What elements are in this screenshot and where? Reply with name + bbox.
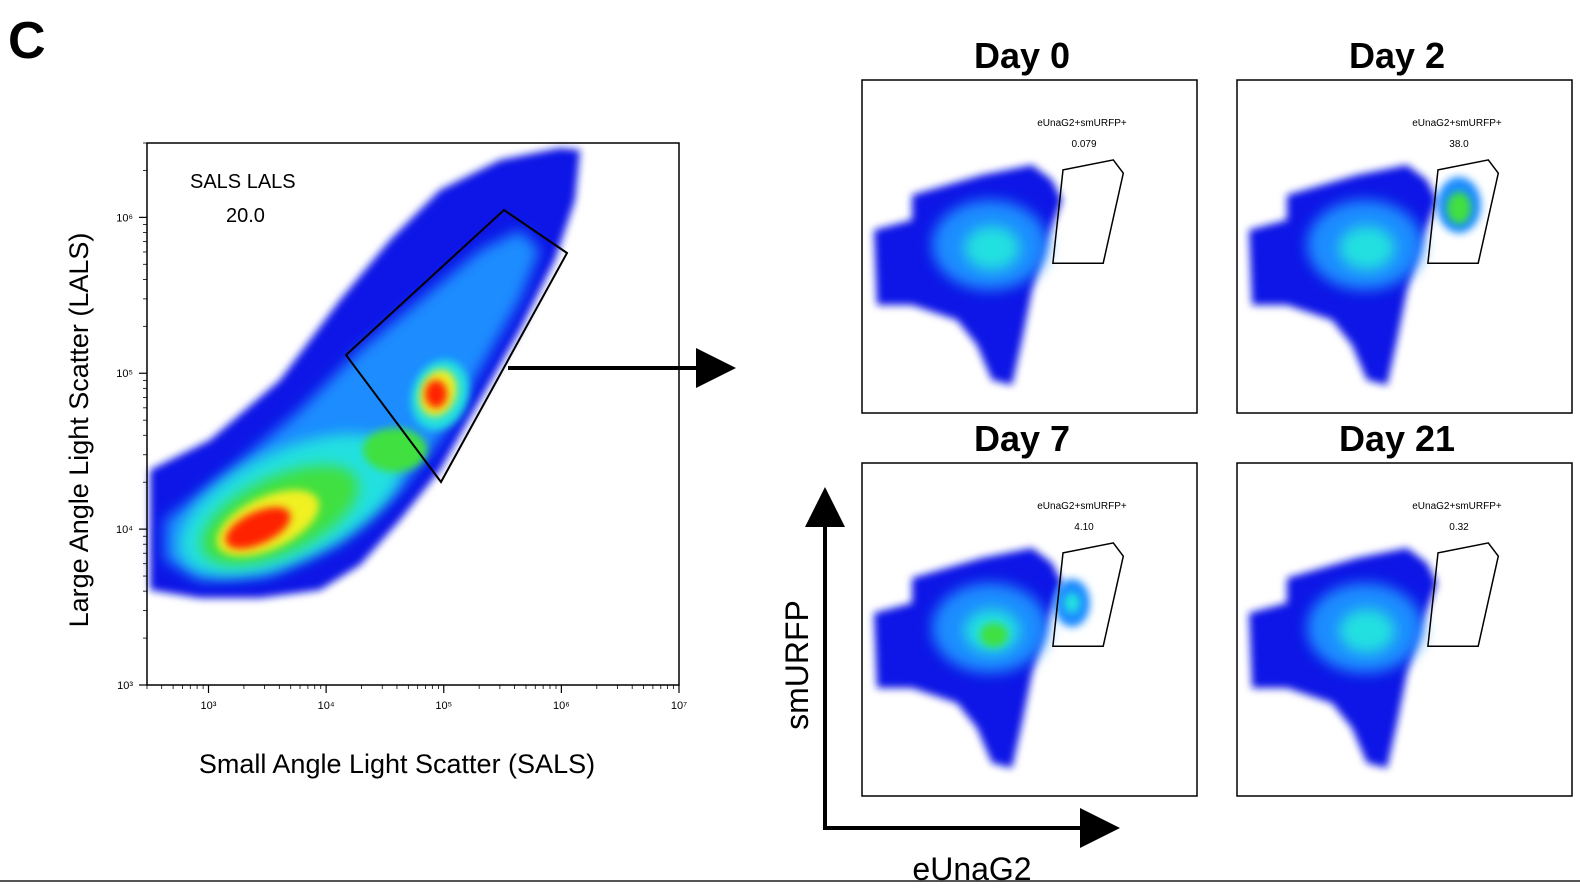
y-tick-label: 10⁴ <box>116 524 133 536</box>
x-tick-label: 10³ <box>201 700 217 712</box>
panel-label: C <box>8 12 46 70</box>
x-tick-label: 10⁷ <box>671 700 687 712</box>
day-density-mid <box>1339 226 1395 270</box>
density-peak-3-outer <box>363 428 427 472</box>
day-gate <box>1052 542 1125 647</box>
shared-x-axis-label: eUnaG2 <box>912 851 1031 887</box>
y-tick-label: 10⁶ <box>116 212 133 224</box>
gated-density-peak <box>1447 192 1471 224</box>
day-panel: Day 2 eUnaG2+smURFP+ 38.0 <box>1236 35 1573 414</box>
main-plot: SALS LALS 20.0 Small Angle Light Scatter… <box>64 142 687 779</box>
main-x-axis-label: Small Angle Light Scatter (SALS) <box>199 749 595 779</box>
day-gate-name: eUnaG2+smURFP+ <box>1412 118 1502 129</box>
main-y-axis-label: Large Angle Light Scatter (LALS) <box>64 233 94 628</box>
y-tick-label: 10³ <box>117 680 133 692</box>
x-tick-label: 10⁵ <box>435 700 452 712</box>
sals-lals-gate <box>344 208 569 484</box>
day-density-cloud <box>1249 548 1437 768</box>
shared-y-axis-label: smURFP <box>779 600 815 730</box>
day-gate <box>1427 542 1500 647</box>
day-gate-name: eUnaG2+smURFP+ <box>1037 118 1127 129</box>
day-panels: Day 0 eUnaG2+smURFP+ 0.079 Day 2 eUnaG2+smUR… <box>861 35 1573 797</box>
x-tick-label: 10⁴ <box>318 700 335 712</box>
day-gate-percent: 0.079 <box>1071 139 1096 150</box>
x-tick-label: 10⁶ <box>553 700 570 712</box>
density-peak-2 <box>425 380 447 408</box>
day-panel: Day 7 eUnaG2+smURFP+ 4.10 <box>861 418 1198 797</box>
day-gate-percent: 38.0 <box>1449 139 1469 150</box>
day-density-cloud <box>1249 165 1481 385</box>
density-peak-1 <box>225 507 291 549</box>
day-panel: Day 21 eUnaG2+smURFP+ 0.32 <box>1236 418 1573 797</box>
gated-density-peak <box>1064 593 1080 613</box>
day-title: Day 7 <box>974 418 1070 459</box>
day-gate <box>1052 159 1125 264</box>
day-title: Day 0 <box>974 35 1070 76</box>
day-gate-name: eUnaG2+smURFP+ <box>1412 501 1502 512</box>
bottom-rule <box>0 880 1580 882</box>
day-panel: Day 0 eUnaG2+smURFP+ 0.079 <box>861 35 1198 414</box>
y-tick-label: 10⁵ <box>116 368 133 380</box>
day-density-mid <box>964 226 1020 270</box>
day-density-cloud <box>874 548 1090 768</box>
day-title: Day 21 <box>1339 418 1455 459</box>
gate-percent: 20.0 <box>226 205 265 227</box>
main-axis-ticks: 10³ 10⁴ 10⁵ 10⁶ 10⁷ 10³ 10⁴ 10⁵ 10⁶ <box>116 142 687 712</box>
day-density-mid <box>1339 609 1395 653</box>
day-title: Day 2 <box>1349 35 1445 76</box>
day-density-midhigh <box>980 623 1008 647</box>
day-gate-percent: 4.10 <box>1074 522 1094 533</box>
day-gate-percent: 0.32 <box>1449 522 1469 533</box>
main-plot-frame <box>146 142 680 686</box>
day-gate <box>1427 159 1500 264</box>
day-gate-name: eUnaG2+smURFP+ <box>1037 501 1127 512</box>
gate-name: SALS LALS <box>190 171 296 193</box>
day-density-cloud <box>874 165 1062 385</box>
main-density-cloud <box>150 148 580 598</box>
